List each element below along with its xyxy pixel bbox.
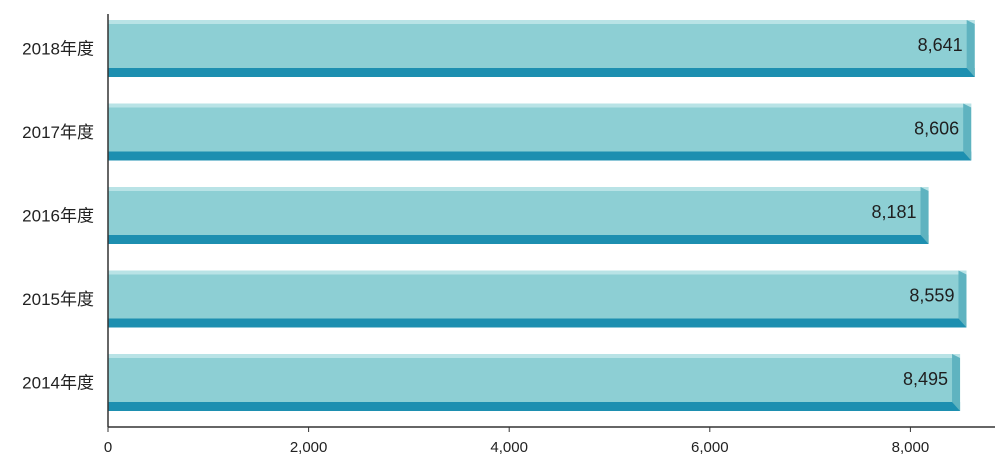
x-tick-label: 0 (104, 439, 112, 456)
bar-end-bevel (952, 354, 961, 411)
bar-shadow (108, 318, 967, 328)
category-label: 2016年度 (22, 207, 94, 226)
bar-2014年度: 8,495 (108, 354, 961, 411)
value-label: 8,495 (903, 369, 948, 389)
x-tick-label: 4,000 (490, 439, 528, 456)
value-label: 8,606 (914, 119, 959, 139)
bar-highlight (108, 103, 972, 108)
bar-face (108, 20, 975, 77)
bar-face (108, 187, 929, 244)
bar-2016年度: 8,181 (108, 187, 929, 244)
bar-highlight (108, 270, 967, 275)
x-tick-label: 2,000 (290, 439, 328, 456)
category-label: 2017年度 (22, 123, 94, 142)
bar-face (108, 103, 972, 161)
bar-end-bevel (966, 20, 975, 77)
bar-end-bevel (958, 270, 967, 328)
bar-2018年度: 8,641 (108, 20, 975, 77)
bar-shadow (108, 402, 961, 411)
bar-face (108, 270, 967, 328)
x-tick-label: 6,000 (691, 439, 729, 456)
category-label: 2015年度 (22, 290, 94, 309)
category-label: 2018年度 (22, 40, 94, 59)
bar-highlight (108, 354, 961, 358)
bar-end-bevel (920, 187, 929, 244)
bar-face (108, 354, 961, 411)
value-label: 8,559 (909, 286, 954, 306)
bar-highlight (108, 187, 929, 191)
bar-shadow (108, 235, 929, 244)
value-label: 8,641 (918, 35, 963, 55)
bar-shadow (108, 68, 975, 77)
category-label: 2014年度 (22, 374, 94, 393)
x-tick-label: 8,000 (892, 439, 930, 456)
bar-end-bevel (963, 103, 972, 161)
bar-2015年度: 8,559 (108, 270, 967, 328)
bars-group: 8,641 8,606 8,181 8,559 8,495 (108, 20, 975, 411)
bar-2017年度: 8,606 (108, 103, 972, 161)
bar-shadow (108, 151, 972, 161)
bar-highlight (108, 20, 975, 24)
value-label: 8,181 (872, 202, 917, 222)
axis-group: 2018年度 2017年度 2016年度 2015年度 2014年度 0 2,000 4,00… (22, 14, 995, 456)
